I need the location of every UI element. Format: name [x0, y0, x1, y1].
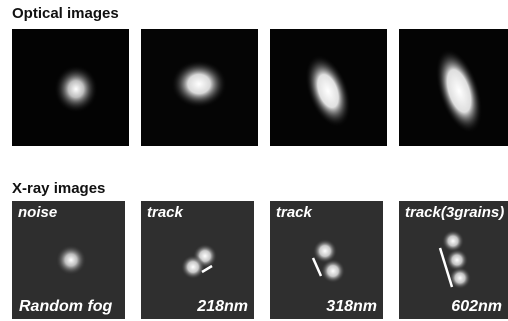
- xray-panel-bottom-label: 318nm: [326, 298, 377, 315]
- xray-panel-bottom-label: 218nm: [197, 298, 248, 315]
- xray-panel-top-label: track: [276, 204, 312, 221]
- optical-image-4: [399, 29, 508, 146]
- xray-panel-top-label: noise: [18, 204, 58, 221]
- xray-panel-top-label: track: [147, 204, 183, 221]
- optical-images-title: Optical images: [12, 5, 119, 22]
- optical-image-1: [12, 29, 129, 146]
- xray-panel-top-label: track(3grains): [405, 204, 505, 221]
- xray-panel-track-318: track 318nm: [270, 201, 383, 319]
- xray-panel-track-602: track(3grains) 602nm: [399, 201, 508, 319]
- xray-panel-noise: noise Random fog: [12, 201, 125, 319]
- xray-images-title: X-ray images: [12, 180, 106, 197]
- xray-panel-bottom-label: Random fog: [19, 298, 113, 315]
- xray-panel-track-218: track 218nm: [141, 201, 254, 319]
- optical-image-3: [270, 29, 387, 146]
- optical-image-2: [141, 29, 258, 146]
- xray-panel-bottom-label: 602nm: [451, 298, 502, 315]
